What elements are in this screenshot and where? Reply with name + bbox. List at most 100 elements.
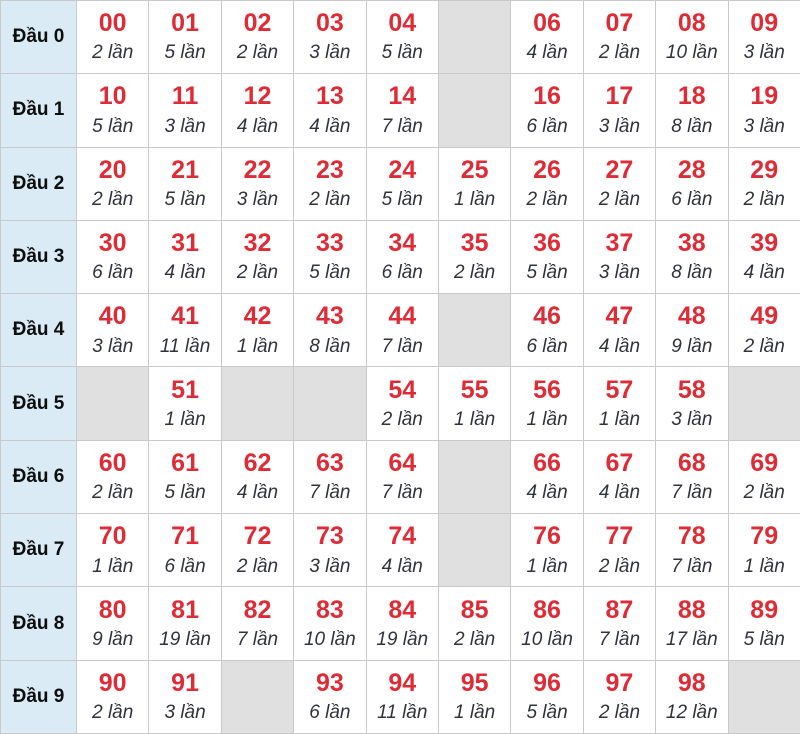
cell-number: 76	[533, 522, 561, 551]
cell-count: 2 lần	[381, 408, 423, 430]
cell-count: 12 lần	[665, 702, 718, 724]
table-row: Đầu 4 40 3 lần 41 11 lần 42 1 lần 43 8 lần 44 7 lầ…	[0, 293, 800, 368]
number-cell: 42 1 lần	[220, 293, 295, 368]
cell-count: 7 lần	[236, 628, 279, 650]
number-cell: 54 2 lần	[365, 366, 439, 441]
cell-count: 1 lần	[526, 408, 568, 430]
cell-number: 82	[243, 595, 272, 624]
cell-count: 3 lần	[671, 408, 713, 430]
number-cell: 69 2 lần	[727, 439, 800, 515]
number-cell: 36 5 lần	[510, 219, 584, 295]
cell-number: 56	[533, 375, 561, 404]
cell-number: 51	[171, 375, 199, 404]
cell-count: 2 lần	[92, 42, 134, 64]
cell-count: 11 lần	[377, 702, 428, 724]
cell-number: 57	[605, 375, 634, 404]
table-row: Đầu 3 30 6 lần 31 4 lần 32 2 lần 33 5 lần 34 6 lần…	[0, 219, 800, 295]
cell-count: 11 lần	[159, 335, 211, 357]
cell-count: 2 lần	[743, 189, 785, 211]
empty-cell	[220, 659, 295, 734]
cell-number: 91	[171, 668, 199, 697]
number-cell: 18 8 lần	[655, 73, 729, 148]
cell-number: 78	[677, 522, 706, 551]
cell-number: 17	[605, 82, 634, 111]
cell-count: 5 lần	[92, 115, 134, 137]
cell-number: 84	[388, 595, 417, 624]
number-cell: 73 3 lần	[293, 513, 367, 588]
cell-count: 8 lần	[671, 262, 713, 284]
cell-count: 2 lần	[309, 189, 351, 211]
cell-count: 1 lần	[454, 189, 496, 211]
number-cell: 13 4 lần	[293, 73, 367, 148]
cell-number: 20	[98, 155, 127, 184]
cell-number: 80	[98, 595, 127, 624]
cell-number: 70	[98, 522, 127, 551]
cell-count: 3 lần	[164, 702, 206, 724]
cell-count: 4 lần	[743, 262, 785, 284]
number-cell: 10 5 lần	[75, 73, 150, 148]
number-cell: 23 2 lần	[293, 146, 367, 221]
cell-number: 55	[460, 375, 489, 404]
cell-number: 85	[460, 595, 489, 624]
cell-count: 2 lần	[454, 262, 496, 284]
cell-number: 32	[243, 229, 272, 258]
number-cell: 24 5 lần	[365, 146, 439, 221]
cell-count: 6 lần	[381, 262, 423, 284]
cell-number: 66	[533, 448, 561, 477]
cell-count: 17 lần	[665, 628, 718, 650]
cell-count: 4 lần	[381, 555, 423, 577]
cell-count: 4 lần	[526, 482, 568, 504]
number-cell: 95 1 lần	[437, 659, 512, 734]
cell-number: 07	[605, 9, 634, 38]
row-label: Đầu 8	[0, 586, 77, 661]
number-cell: 19 3 lần	[727, 73, 800, 148]
cell-count: 19 lần	[159, 628, 211, 650]
number-cell: 86 10 lần	[510, 586, 584, 661]
number-cell: 48 9 lần	[655, 293, 729, 368]
cell-count: 5 lần	[309, 262, 351, 284]
cell-number: 10	[98, 82, 127, 111]
cell-number: 36	[533, 229, 561, 258]
number-cell: 85 2 lần	[437, 586, 512, 661]
number-cell: 79 1 lần	[727, 513, 800, 588]
number-cell: 32 2 lần	[220, 219, 295, 295]
cell-count: 2 lần	[92, 482, 134, 504]
cell-number: 11	[171, 82, 199, 111]
cell-number: 37	[605, 229, 634, 258]
cell-count: 1 lần	[454, 408, 496, 430]
cell-number: 40	[98, 302, 127, 331]
cell-count: 7 lần	[381, 482, 423, 504]
cell-count: 6 lần	[309, 702, 351, 724]
cell-count: 9 lần	[92, 628, 134, 650]
cell-count: 3 lần	[236, 189, 279, 211]
table-row: Đầu 2 20 2 lần 21 5 lần 22 3 lần 23 2 lần 24 5 lần…	[0, 146, 800, 221]
cell-count: 1 lần	[164, 408, 206, 430]
cell-count: 2 lần	[454, 628, 496, 650]
cell-number: 62	[243, 448, 272, 477]
cell-number: 90	[98, 668, 127, 697]
table-row: Đầu 9 90 2 lần 91 3 lần 93 6 lần 94 11 lần 95 1 lầ…	[0, 659, 800, 734]
number-cell: 88 17 lần	[655, 586, 729, 661]
number-cell: 41 11 lần	[148, 293, 222, 368]
cell-number: 23	[315, 155, 344, 184]
number-cell: 67 4 lần	[582, 439, 657, 515]
number-cell: 84 19 lần	[365, 586, 439, 661]
number-cell: 22 3 lần	[220, 146, 295, 221]
number-cell: 72 2 lần	[220, 513, 295, 588]
table-row: Đầu 5 51 1 lần 54 2 lần 55 1 lần 56 1 lần 57 1 lần…	[0, 366, 800, 441]
row-label: Đầu 2	[0, 146, 77, 221]
number-cell: 49 2 lần	[727, 293, 800, 368]
number-cell: 29 2 lần	[727, 146, 800, 221]
number-cell: 70 1 lần	[75, 513, 150, 588]
cell-count: 3 lần	[309, 555, 351, 577]
cell-count: 4 lần	[526, 42, 568, 64]
cell-count: 2 lần	[598, 42, 641, 64]
empty-cell	[727, 659, 800, 734]
cell-count: 4 lần	[309, 115, 351, 137]
cell-number: 64	[388, 448, 417, 477]
cell-number: 67	[605, 448, 634, 477]
number-cell: 07 2 lần	[582, 0, 657, 75]
cell-number: 47	[605, 302, 634, 331]
cell-count: 5 lần	[526, 262, 568, 284]
